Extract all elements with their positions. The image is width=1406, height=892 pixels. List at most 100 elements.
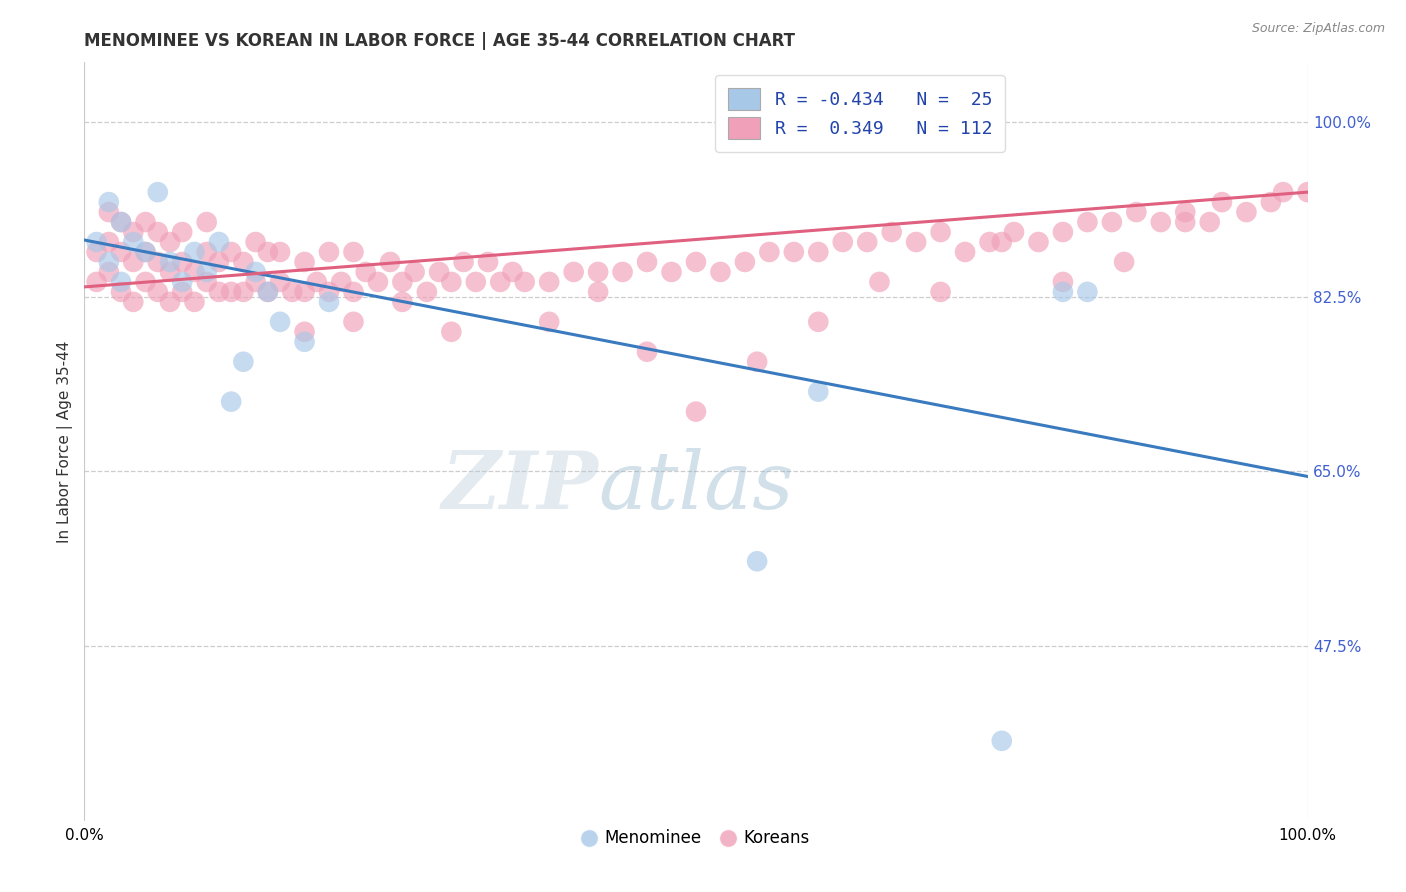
Point xyxy=(562,265,585,279)
Point xyxy=(1052,275,1074,289)
Point xyxy=(110,244,132,259)
Point xyxy=(110,215,132,229)
Y-axis label: In Labor Force | Age 35-44: In Labor Force | Age 35-44 xyxy=(58,341,73,542)
Point xyxy=(586,265,609,279)
Point xyxy=(172,275,194,289)
Point xyxy=(110,275,132,289)
Point xyxy=(489,275,512,289)
Point xyxy=(586,285,609,299)
Point xyxy=(440,325,463,339)
Point xyxy=(86,244,108,259)
Point xyxy=(929,225,952,239)
Point xyxy=(453,255,475,269)
Point xyxy=(135,275,157,289)
Point xyxy=(342,285,364,299)
Point xyxy=(807,315,830,329)
Point xyxy=(232,285,254,299)
Point xyxy=(232,355,254,369)
Point xyxy=(1198,215,1220,229)
Point xyxy=(747,554,769,568)
Point xyxy=(172,225,194,239)
Point xyxy=(232,255,254,269)
Point xyxy=(97,205,120,219)
Point xyxy=(1101,215,1123,229)
Point xyxy=(807,244,830,259)
Point xyxy=(318,294,340,309)
Point xyxy=(538,275,561,289)
Point xyxy=(281,285,304,299)
Point xyxy=(110,285,132,299)
Point xyxy=(245,235,267,249)
Text: Source: ZipAtlas.com: Source: ZipAtlas.com xyxy=(1251,22,1385,36)
Point xyxy=(257,285,280,299)
Point xyxy=(1052,225,1074,239)
Point xyxy=(146,255,169,269)
Point xyxy=(354,265,377,279)
Point xyxy=(342,315,364,329)
Point xyxy=(172,285,194,299)
Text: atlas: atlas xyxy=(598,449,793,525)
Point xyxy=(807,384,830,399)
Point xyxy=(257,244,280,259)
Point xyxy=(979,235,1001,249)
Point xyxy=(294,325,316,339)
Point xyxy=(110,215,132,229)
Point xyxy=(1174,205,1197,219)
Point xyxy=(159,235,181,249)
Point xyxy=(953,244,976,259)
Point xyxy=(367,275,389,289)
Point xyxy=(929,285,952,299)
Point xyxy=(513,275,536,289)
Point xyxy=(1211,195,1233,210)
Point xyxy=(135,244,157,259)
Point xyxy=(502,265,524,279)
Point xyxy=(159,294,181,309)
Point xyxy=(159,265,181,279)
Point xyxy=(97,195,120,210)
Point xyxy=(831,235,853,249)
Point xyxy=(245,275,267,289)
Point xyxy=(391,275,413,289)
Point xyxy=(208,255,231,269)
Point xyxy=(427,265,450,279)
Point xyxy=(330,275,353,289)
Point xyxy=(416,285,439,299)
Point xyxy=(1236,205,1258,219)
Point xyxy=(991,734,1014,748)
Point xyxy=(1114,255,1136,269)
Point xyxy=(97,235,120,249)
Point xyxy=(86,235,108,249)
Point xyxy=(146,185,169,199)
Point xyxy=(245,265,267,279)
Text: ZIP: ZIP xyxy=(441,449,598,525)
Point xyxy=(219,244,242,259)
Point xyxy=(195,275,218,289)
Point xyxy=(305,275,328,289)
Point xyxy=(1272,185,1295,199)
Point xyxy=(146,225,169,239)
Point xyxy=(1052,285,1074,299)
Point xyxy=(294,255,316,269)
Point xyxy=(869,275,891,289)
Point xyxy=(122,235,145,249)
Point xyxy=(159,255,181,269)
Point xyxy=(208,285,231,299)
Point xyxy=(1296,185,1319,199)
Point xyxy=(86,275,108,289)
Point xyxy=(636,255,658,269)
Point xyxy=(135,244,157,259)
Point xyxy=(991,235,1014,249)
Point xyxy=(464,275,486,289)
Point xyxy=(612,265,634,279)
Point xyxy=(905,235,928,249)
Point xyxy=(1260,195,1282,210)
Point xyxy=(269,315,291,329)
Point xyxy=(758,244,780,259)
Point xyxy=(636,344,658,359)
Point xyxy=(219,394,242,409)
Point xyxy=(97,265,120,279)
Point xyxy=(685,255,707,269)
Point xyxy=(685,404,707,418)
Point xyxy=(747,355,769,369)
Point xyxy=(318,244,340,259)
